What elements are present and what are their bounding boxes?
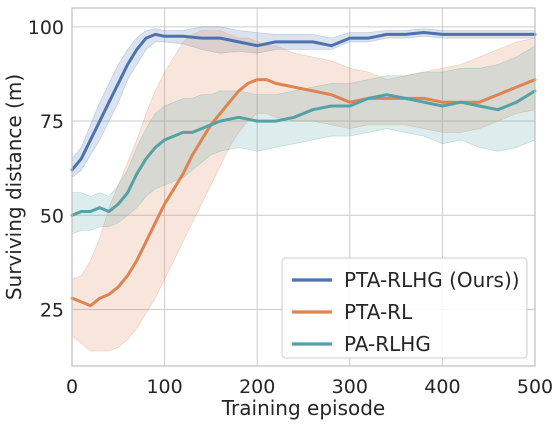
legend-box [281,257,528,359]
plot-frame [71,7,536,367]
x-tick-label: 200 [239,376,275,398]
y-tick-label: 100 [28,17,64,39]
y-tick-label: 25 [40,299,64,321]
x-tick-label: 0 [66,376,78,398]
y-axis-label: Surviving distance (m) [2,74,26,300]
series-line-2 [70,89,537,217]
y-tick-label: 75 [40,111,64,133]
y-tick-labels: 25 50 75 100 [28,17,64,322]
series-line-1 [70,78,537,308]
legend-label: PA-RLHG [344,332,431,356]
legend-label: PTA-RLHG (Ours)) [344,268,520,292]
x-tick-label: 500 [517,376,553,398]
legend: PTA-RLHG (Ours)) PTA-RL PA-RLHG [281,257,528,359]
series-lines [70,31,537,308]
x-tick-label: 400 [424,376,460,398]
x-tick-label: 100 [146,376,182,398]
y-tick-label: 50 [40,205,64,227]
x-axis-label: Training episode [221,396,386,420]
legend-label: PTA-RL [344,300,413,324]
series-line-0 [70,31,537,172]
x-tick-labels: 0 100 200 300 400 500 [66,376,553,398]
x-tick-label: 300 [332,376,368,398]
